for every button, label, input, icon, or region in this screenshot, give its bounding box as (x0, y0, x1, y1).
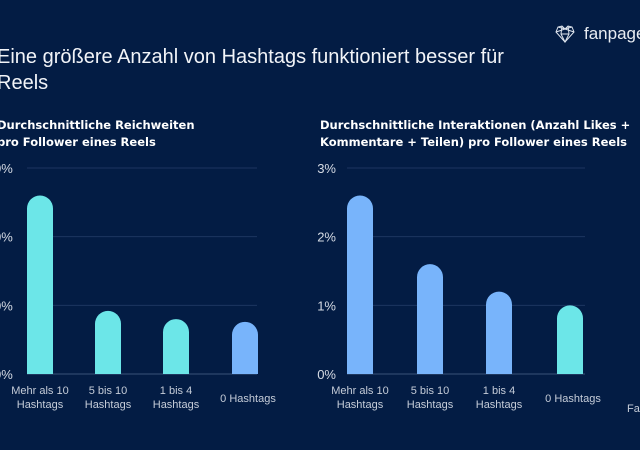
y-tick-label: 0% (0, 298, 13, 313)
source-label: Fa (627, 403, 640, 415)
x-tick-label: 5 bis 10 (411, 385, 450, 397)
y-tick-label: 0% (317, 367, 336, 382)
y-tick-label: 3% (317, 161, 336, 176)
x-tick-label: Hashtags (337, 399, 384, 411)
x-tick-label: Hashtags (407, 399, 454, 411)
chart-1: 0% 0% 0% 0% Mehr als 10 Hashtags 5 bis 10 Hasht… (0, 161, 276, 411)
y-tick-label: 2% (317, 230, 336, 245)
x-tick-label: 1 bis 4 (160, 385, 192, 397)
bar (557, 305, 583, 374)
bar (232, 321, 258, 374)
x-tick-label: Mehr als 10 (11, 385, 68, 397)
chart-2-title-line: Kommentare + Teilen) pro Follower eines … (320, 135, 627, 149)
x-tick-label: Hashtags (85, 399, 132, 411)
bar (27, 195, 53, 374)
chart-1-title: Durchschnittliche Reichweiten pro Follow… (0, 117, 195, 151)
x-tick-label: 5 bis 10 (89, 385, 128, 397)
x-tick-label: Hashtags (17, 399, 64, 411)
y-tick-label: 0% (0, 230, 13, 245)
chart-2-title-line: Durchschnittliche Interaktionen (Anzahl … (320, 118, 631, 132)
x-tick-label: Hashtags (476, 399, 523, 411)
x-tick-label: Hashtags (153, 399, 200, 411)
x-tick-label: 0 Hashtags (545, 393, 601, 405)
bar (417, 264, 443, 374)
chart-1-title-line: pro Follower eines Reels (0, 135, 156, 149)
bar (95, 310, 121, 374)
bar (163, 319, 189, 374)
page-title: Eine größere Anzahl von Hashtags funktio… (0, 46, 504, 94)
x-tick-label: Mehr als 10 (331, 385, 388, 397)
y-tick-label: 0% (0, 367, 13, 382)
x-tick-label: 0 Hashtags (220, 393, 276, 405)
y-tick-label: 0% (0, 161, 13, 176)
chart-2-title: Durchschnittliche Interaktionen (Anzahl … (320, 117, 630, 151)
bar (486, 291, 512, 374)
x-tick-label: 1 bis 4 (483, 385, 515, 397)
logo: fanpage (554, 24, 640, 44)
chart-2: 0% 1% 2% 3% Mehr als 10 Hashtags 5 bis 10 Hasht… (317, 161, 601, 411)
logo-text: fanpage (584, 24, 640, 43)
chart-1-title-line: Durchschnittliche Reichweiten (0, 118, 195, 132)
heart-network-icon (555, 25, 575, 44)
y-tick-label: 1% (317, 298, 336, 313)
bar (347, 195, 373, 374)
